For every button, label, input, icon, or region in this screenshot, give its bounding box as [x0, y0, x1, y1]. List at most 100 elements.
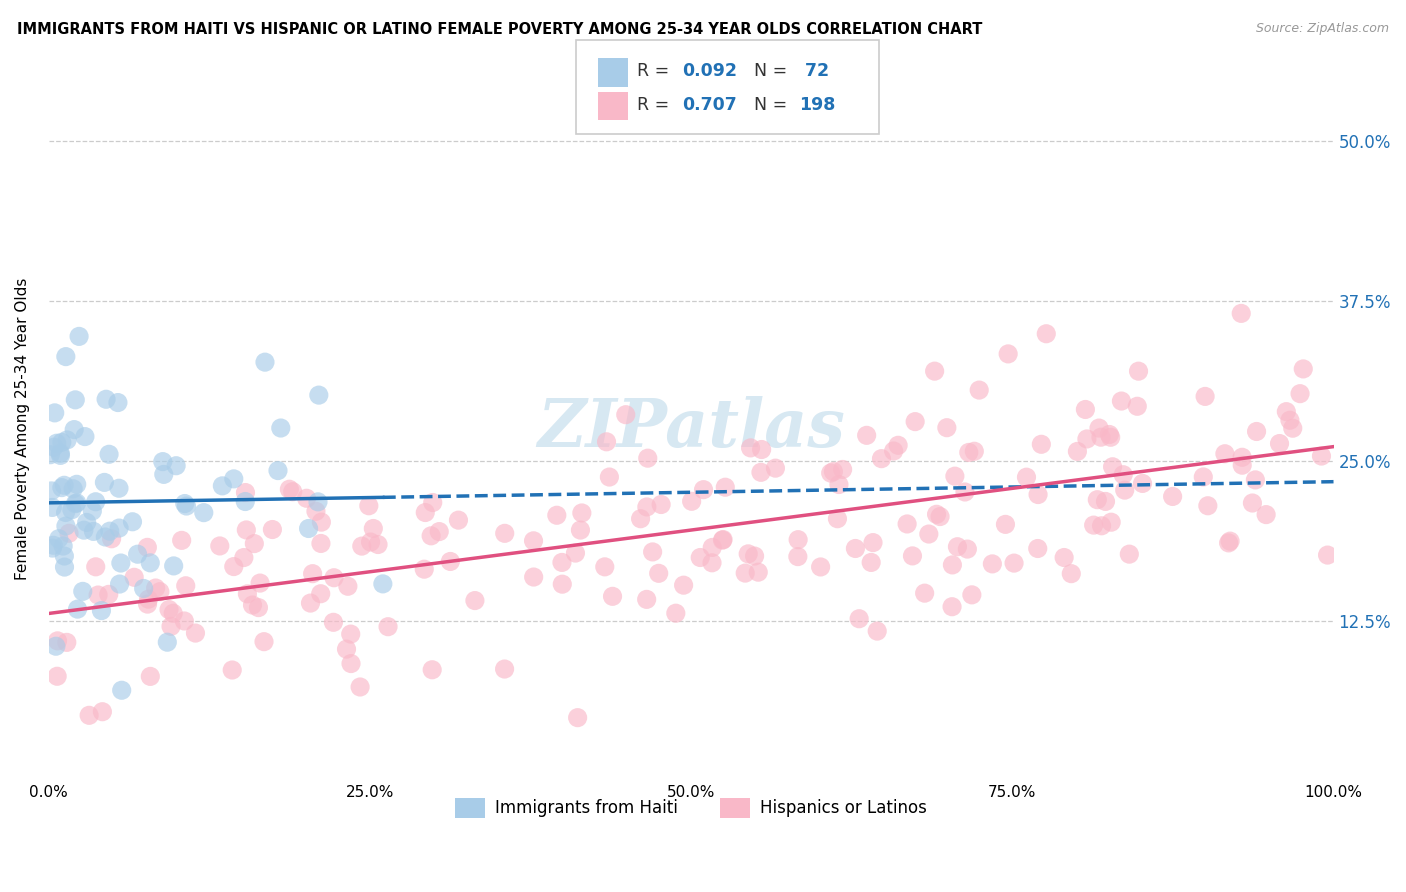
Point [1098, 427, 1121, 442]
Point [160, 619, 183, 633]
Point [1035, 326, 1057, 341]
Point [301, 566, 323, 581]
Point [636, 592, 658, 607]
Point [174, 579, 197, 593]
Point [1256, 508, 1278, 522]
Text: N =: N = [754, 96, 793, 114]
Point [323, 571, 346, 585]
Point [702, 541, 724, 555]
Point [221, 663, 243, 677]
Point [1114, 483, 1136, 497]
Y-axis label: Female Poverty Among 25-34 Year Olds: Female Poverty Among 25-34 Year Olds [15, 277, 30, 580]
Point [1076, 432, 1098, 446]
Point [82, 524, 104, 539]
Point [94, 392, 117, 407]
Point [1289, 386, 1312, 401]
Point [1090, 430, 1112, 444]
Point [42, 538, 65, 552]
Point [253, 634, 276, 648]
Point [247, 600, 270, 615]
Point [855, 428, 877, 442]
Point [60, 502, 83, 516]
Point [1074, 402, 1097, 417]
Point [963, 444, 986, 458]
Point [941, 599, 963, 614]
Point [1268, 436, 1291, 450]
Point [367, 537, 389, 551]
Text: ZIPatlas: ZIPatlas [537, 396, 845, 461]
Point [1275, 404, 1298, 418]
Point [887, 438, 910, 452]
Point [349, 680, 371, 694]
Point [1053, 550, 1076, 565]
Point [176, 499, 198, 513]
Point [860, 556, 883, 570]
Point [420, 663, 443, 677]
Point [831, 462, 853, 476]
Point [765, 461, 787, 475]
Point [1278, 413, 1301, 427]
Point [1099, 515, 1122, 529]
Point [413, 506, 436, 520]
Point [311, 515, 333, 529]
Point [170, 533, 193, 548]
Point [152, 455, 174, 469]
Point [139, 556, 162, 570]
Point [46, 669, 69, 683]
Point [73, 523, 96, 537]
Point [918, 527, 941, 541]
Point [967, 383, 990, 397]
Point [91, 705, 114, 719]
Point [46, 633, 69, 648]
Point [427, 524, 450, 539]
Point [650, 498, 672, 512]
Point [299, 596, 322, 610]
Point [546, 508, 568, 523]
Point [107, 395, 129, 409]
Point [665, 606, 688, 620]
Point [946, 540, 969, 554]
Point [98, 447, 121, 461]
Point [309, 536, 332, 550]
Point [422, 495, 444, 509]
Point [44, 406, 66, 420]
Point [711, 533, 734, 547]
Point [297, 521, 319, 535]
Point [278, 482, 301, 496]
Point [208, 539, 231, 553]
Point [67, 329, 90, 343]
Point [848, 612, 870, 626]
Point [66, 496, 89, 510]
Point [72, 584, 94, 599]
Point [1244, 473, 1267, 487]
Point [464, 593, 486, 607]
Point [65, 497, 87, 511]
Point [233, 494, 256, 508]
Point [242, 598, 264, 612]
Point [62, 482, 84, 496]
Point [222, 559, 245, 574]
Point [820, 466, 842, 480]
Point [139, 669, 162, 683]
Point [1083, 518, 1105, 533]
Point [595, 434, 617, 449]
Point [45, 436, 67, 450]
Point [58, 526, 80, 541]
Point [569, 523, 592, 537]
Point [1090, 518, 1112, 533]
Point [173, 614, 195, 628]
Point [98, 524, 121, 538]
Point [55, 506, 77, 520]
Point [371, 577, 394, 591]
Point [1126, 399, 1149, 413]
Text: IMMIGRANTS FROM HAITI VS HISPANIC OR LATINO FEMALE POVERTY AMONG 25-34 YEAR OLDS: IMMIGRANTS FROM HAITI VS HISPANIC OR LAT… [17, 22, 983, 37]
Point [66, 477, 89, 491]
Point [63, 423, 86, 437]
Text: Source: ZipAtlas.com: Source: ZipAtlas.com [1256, 22, 1389, 36]
Point [614, 408, 637, 422]
Point [598, 470, 620, 484]
Point [1292, 362, 1315, 376]
Point [322, 615, 344, 630]
Point [100, 532, 122, 546]
Point [711, 533, 734, 548]
